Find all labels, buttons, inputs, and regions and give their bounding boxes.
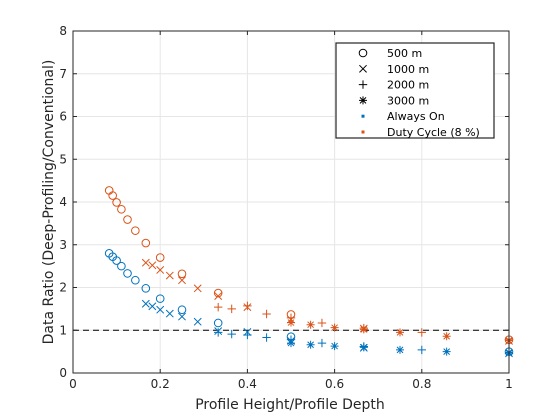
data-point <box>287 339 295 348</box>
data-point <box>243 301 252 311</box>
data-point <box>148 261 157 270</box>
data-point <box>227 329 236 339</box>
legend-marker <box>361 130 365 134</box>
data-point <box>117 204 126 214</box>
legend-marker <box>358 80 368 89</box>
data-point <box>156 305 165 314</box>
legend-marker <box>358 48 368 58</box>
y-tick-label: 6 <box>59 110 67 124</box>
axes-box <box>72 30 510 374</box>
data-point <box>141 238 151 248</box>
series-x-duty-cycle <box>141 258 513 345</box>
data-point <box>123 269 132 278</box>
data-point <box>112 256 121 265</box>
legend: 500 m 1000 m 2000 m 3000 m Always On Duty Cyc… <box>335 42 495 139</box>
x-tick-label: 0.2 <box>151 377 170 391</box>
axes <box>72 30 510 374</box>
y-tick-label: 4 <box>59 195 67 209</box>
data-point <box>193 317 202 326</box>
data-point <box>306 320 315 329</box>
x-tick-label: 0.8 <box>412 377 431 391</box>
data-point <box>262 309 271 319</box>
data-point <box>178 312 186 321</box>
data-point <box>155 294 165 303</box>
data-point <box>317 318 327 328</box>
y-tick-label: 5 <box>59 152 67 166</box>
data-point <box>317 338 327 348</box>
data-point <box>131 275 140 285</box>
data-point <box>117 261 126 271</box>
data-point <box>177 305 187 315</box>
data-point <box>155 253 165 262</box>
data-point <box>396 345 404 354</box>
data-point <box>141 284 151 293</box>
data-point <box>141 258 150 267</box>
tick-labels: 0 0.2 0.4 0.6 0.8 1 0 1 2 3 4 5 6 7 8 <box>59 24 512 391</box>
legend-label: 3000 m <box>387 94 429 107</box>
y-tick-label: 0 <box>59 366 67 380</box>
x-tick-label: 0 <box>69 377 77 391</box>
data-point <box>442 332 451 341</box>
data-point <box>330 342 339 351</box>
y-tick-label: 8 <box>59 24 67 38</box>
legend-label: 500 m <box>387 47 422 60</box>
data-point <box>112 198 121 207</box>
x-tick-label: 0.4 <box>238 377 257 391</box>
data-point <box>148 302 157 311</box>
series-circle-duty-cycle <box>104 186 514 344</box>
legend-label: 1000 m <box>387 63 429 76</box>
data-point <box>306 340 315 349</box>
data-point <box>262 333 271 342</box>
data-points <box>104 186 514 358</box>
data-point <box>330 323 339 332</box>
series-plus-always-on <box>213 328 514 358</box>
y-tick-label: 3 <box>59 238 67 252</box>
data-point <box>359 325 368 334</box>
legend-label: 2000 m <box>387 79 429 92</box>
x-tick-label: 1 <box>505 377 513 391</box>
y-axis-label: Data Ratio (Deep-Profiling/Conventional) <box>41 60 57 345</box>
y-tick-label: 1 <box>59 323 67 337</box>
y-tick-label: 2 <box>59 281 67 295</box>
data-point <box>156 266 165 274</box>
legend-label: Always On <box>387 110 445 123</box>
data-point <box>396 328 404 337</box>
legend-marker <box>359 96 367 105</box>
legend-marker <box>361 114 365 118</box>
data-point <box>214 292 223 301</box>
data-point <box>227 304 236 314</box>
data-point <box>193 284 202 293</box>
legend-marker <box>359 64 367 73</box>
y-tick-label: 7 <box>59 67 67 81</box>
legend-box <box>335 42 495 139</box>
data-point <box>131 226 140 235</box>
legend-label: Duty Cycle (8 %) <box>387 126 480 139</box>
x-axis-label: Profile Height/Profile Depth <box>195 397 385 413</box>
data-point <box>213 302 223 312</box>
data-point <box>165 309 174 318</box>
data-point <box>141 299 150 308</box>
data-point <box>178 276 186 285</box>
data-point <box>213 288 223 298</box>
data-point <box>123 215 132 224</box>
data-point <box>359 343 368 352</box>
data-point <box>177 269 187 279</box>
data-point <box>442 347 451 356</box>
data-point <box>243 330 252 340</box>
series-circle-always-on <box>104 249 514 356</box>
data-point <box>213 318 223 328</box>
x-tick-label: 0.6 <box>325 377 344 391</box>
data-point <box>165 271 174 280</box>
data-point <box>213 328 223 337</box>
data-point <box>417 328 426 337</box>
data-point <box>108 191 117 200</box>
data-point <box>287 318 295 327</box>
data-point <box>417 345 426 355</box>
